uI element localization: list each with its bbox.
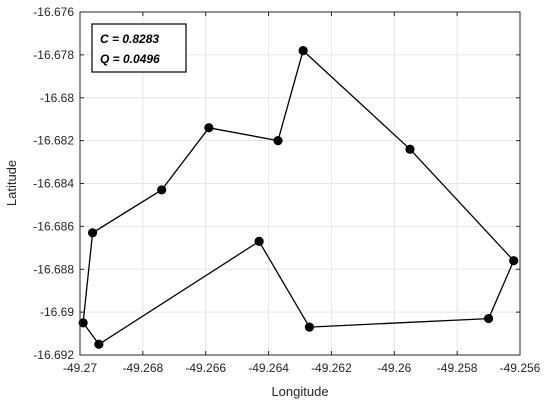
x-tick-label: -49.256 [500, 361, 541, 375]
data-point [298, 45, 308, 56]
x-tick-label: -49.258 [437, 361, 478, 375]
annotation-c: C = 0.8283 [100, 32, 159, 46]
x-tick-label: -49.268 [123, 361, 164, 375]
data-point [483, 313, 494, 324]
x-tick-label: -49.266 [185, 361, 226, 375]
data-point [304, 322, 315, 332]
y-tick-label: -16.69 [40, 305, 74, 319]
y-tick-label: -16.68 [40, 91, 74, 105]
data-point [94, 339, 104, 349]
data-point [405, 144, 415, 154]
x-axis-label: Longitude [271, 384, 328, 399]
series-layer [78, 45, 519, 349]
y-axis-label: Latitude [4, 160, 19, 206]
x-ticks: -49.27 -49.268 -49.266 -49.264 -49.262 -49.26… [63, 12, 541, 375]
annotation-box: C = 0.8283 Q = 0.0496 [91, 23, 187, 73]
y-tick-label: -16.678 [33, 48, 74, 62]
y-tick-label: -16.682 [33, 134, 74, 148]
data-point [87, 228, 98, 238]
data-point [157, 185, 167, 195]
y-tick-label: -16.684 [33, 177, 74, 191]
data-point [254, 236, 264, 246]
y-tick-label: -16.686 [33, 219, 74, 233]
data-point [273, 136, 283, 146]
y-tick-label: -16.692 [33, 348, 74, 362]
y-tick-label: -16.676 [33, 5, 74, 19]
x-tick-label: -49.27 [63, 361, 97, 375]
x-tick-label: -49.26 [377, 361, 411, 375]
annotation-frame [91, 23, 187, 73]
x-tick-label: -49.264 [248, 361, 289, 375]
y-ticks: -16.676 -16.678 -16.68 -16.682 -16.684 -16.68… [33, 5, 520, 362]
data-point [78, 318, 88, 328]
y-tick-label: -16.688 [33, 262, 74, 276]
data-point [509, 256, 519, 266]
annotation-q: Q = 0.0496 [100, 52, 160, 66]
data-point [204, 123, 214, 133]
x-tick-label: -49.262 [311, 361, 352, 375]
